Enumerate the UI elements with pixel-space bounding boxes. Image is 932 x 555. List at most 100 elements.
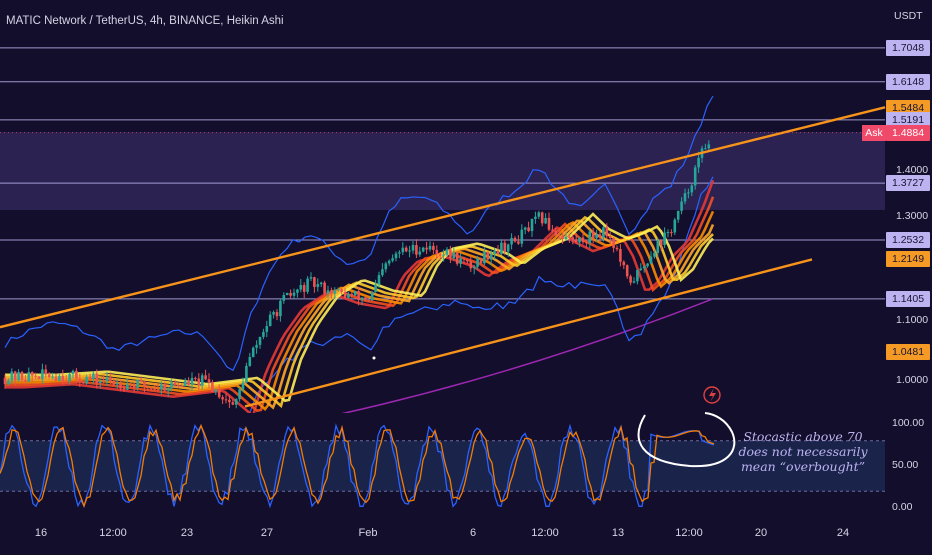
- candle-body: [296, 289, 299, 293]
- candle-body: [313, 277, 316, 287]
- candle-body: [622, 261, 626, 266]
- highlight-circle: [637, 412, 736, 468]
- candle-body: [119, 383, 122, 389]
- bollinger-lower: [248, 176, 714, 413]
- candle-body: [588, 231, 592, 244]
- candle-body: [401, 247, 405, 253]
- candle-body: [636, 270, 639, 282]
- price-tag: 1.4000: [896, 164, 929, 176]
- candle-body: [221, 397, 224, 400]
- candle-body: [47, 374, 51, 378]
- candle-body: [238, 389, 241, 400]
- candle-body: [602, 227, 605, 238]
- candle-body: [132, 385, 136, 388]
- time-tick-label: 13: [611, 527, 625, 539]
- candle-body: [98, 380, 102, 383]
- candle-body: [10, 371, 14, 381]
- candle-body: [316, 284, 320, 287]
- candle-body: [503, 242, 507, 252]
- price-tag: 1.0000: [896, 374, 929, 386]
- channel-lower-line: [244, 258, 813, 408]
- price-tag: 1.2532: [886, 232, 930, 248]
- candle-body: [455, 252, 459, 264]
- candle-body: [228, 399, 231, 403]
- candle-body: [639, 268, 643, 271]
- candle-body: [231, 402, 235, 405]
- candle-body: [520, 229, 524, 244]
- candle-body: [139, 379, 143, 382]
- candle-body: [666, 232, 670, 234]
- time-tick-label: 27: [260, 527, 274, 539]
- candle-body: [683, 193, 687, 202]
- candle-body: [690, 185, 694, 193]
- candle-body: [374, 284, 377, 293]
- candle-body: [95, 373, 99, 383]
- candle-body: [571, 237, 575, 240]
- candle-body: [646, 263, 649, 267]
- oscillator-tick-label: 0.00: [892, 501, 913, 513]
- candle-body: [673, 219, 677, 233]
- candle-body: [258, 336, 262, 345]
- annotation-text: Stocastic above 70 does not necessarily …: [738, 429, 868, 474]
- price-tag: 1.6148: [886, 74, 930, 90]
- candle-body: [170, 382, 173, 389]
- candle-body: [166, 388, 170, 391]
- time-tick-label: Feb: [358, 527, 378, 539]
- candle-body: [486, 251, 490, 260]
- candle-body: [58, 375, 61, 381]
- candle-body: [136, 379, 139, 388]
- candle-body: [306, 278, 309, 292]
- candle-body: [479, 258, 483, 264]
- bollinger-upper: [4, 95, 714, 372]
- candle-body: [523, 227, 527, 230]
- candle-body: [292, 292, 296, 296]
- price-tag: 1.7048: [886, 40, 930, 56]
- candle-body: [224, 399, 228, 401]
- candle-body: [404, 247, 408, 252]
- candle-body: [326, 290, 330, 294]
- candle-body: [659, 240, 663, 246]
- candle-body: [245, 365, 248, 383]
- price-tag: 1.3727: [886, 175, 930, 191]
- candle-body: [496, 250, 500, 254]
- candle-body: [129, 384, 133, 386]
- candle-body: [194, 377, 197, 379]
- candle-body: [200, 375, 204, 386]
- candle-body: [462, 258, 466, 260]
- candle-body: [483, 251, 486, 264]
- candle-body: [649, 256, 653, 264]
- candle-body: [642, 266, 646, 269]
- candle-body: [109, 377, 112, 381]
- candle-body: [585, 242, 588, 244]
- candle-body: [693, 167, 697, 186]
- candle-body: [336, 289, 340, 291]
- time-tick-label: 23: [180, 527, 194, 539]
- lightning-bolt-icon: [709, 388, 716, 402]
- ma-ribbon-line: [5, 212, 714, 403]
- candle-body: [234, 399, 238, 405]
- candle-body: [190, 377, 194, 385]
- candle-body: [625, 265, 629, 277]
- candle-body: [697, 157, 700, 168]
- candle-body: [595, 234, 598, 239]
- marker-dot: [372, 356, 376, 360]
- candle-body: [612, 237, 615, 248]
- candle-body: [384, 263, 388, 270]
- candle-body: [445, 249, 449, 255]
- candle-body: [153, 388, 156, 390]
- candle-body: [506, 244, 510, 252]
- candle-body: [251, 347, 255, 358]
- price-tag: 1.3000: [896, 210, 929, 222]
- candle-body: [537, 212, 541, 217]
- candle-body: [469, 261, 473, 269]
- candle-body: [241, 382, 245, 390]
- candle-body: [367, 299, 371, 301]
- candle-body: [92, 373, 95, 380]
- candle-body: [557, 235, 561, 237]
- candle-body: [438, 254, 442, 256]
- candle-body: [568, 236, 571, 238]
- price-tag: 1.5191: [886, 112, 930, 128]
- candle-body: [272, 312, 275, 315]
- candle-body: [452, 252, 456, 259]
